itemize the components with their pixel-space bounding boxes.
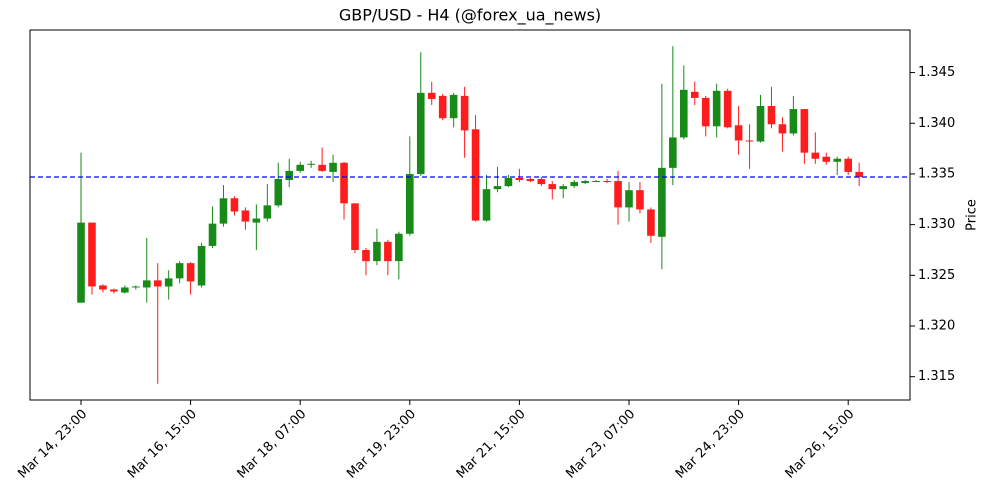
y-tick-label: 1.335	[918, 166, 955, 181]
candle-body	[77, 222, 85, 303]
candle-body	[647, 209, 655, 236]
candle-body	[811, 152, 820, 159]
candle-body	[460, 95, 469, 131]
x-tick-label: Mar 16, 15:00	[125, 407, 200, 482]
candle-body	[110, 289, 118, 292]
candle-body	[362, 249, 370, 262]
candle-body	[734, 125, 743, 141]
candle-body	[855, 171, 863, 177]
candle-body	[351, 203, 359, 250]
candle-body	[384, 241, 392, 262]
candle-body	[833, 158, 842, 162]
candle-body	[756, 106, 765, 142]
x-tick-label: Mar 21, 15:00	[454, 407, 529, 482]
y-tick-label: 1.315	[918, 369, 955, 384]
y-tick-label: 1.320	[918, 319, 955, 334]
candle-body	[132, 286, 140, 288]
x-tick-label: Mar 24, 23:00	[673, 407, 748, 482]
candle-body	[778, 124, 787, 134]
candle-body	[175, 263, 184, 279]
candle-body	[274, 179, 283, 206]
candle-body	[471, 129, 480, 221]
candle-body	[515, 178, 524, 181]
candle-body	[526, 179, 535, 182]
y-axis-label: Price	[965, 199, 980, 231]
y-tick-label: 1.330	[918, 217, 955, 232]
chart-title: GBP/USD - H4 (@forex_ua_news)	[339, 6, 601, 26]
candle-body	[263, 205, 272, 219]
candle-body	[581, 181, 589, 184]
candle-body	[153, 280, 162, 287]
candle-body	[296, 164, 304, 171]
candle-body	[329, 162, 337, 172]
candle-body	[186, 263, 195, 282]
candle-body	[504, 178, 513, 187]
candle-body	[395, 233, 403, 262]
x-tick-label: Mar 14, 23:00	[15, 407, 90, 482]
x-tick-label: Mar 23, 07:00	[563, 407, 638, 482]
candle-body	[164, 278, 173, 287]
candle-body	[373, 241, 381, 262]
candle-body	[614, 181, 622, 208]
x-tick-label: Mar 19, 23:00	[344, 407, 419, 482]
candle-body	[427, 92, 436, 99]
candle-body	[197, 245, 206, 286]
candle-body	[625, 190, 633, 208]
candle-body	[416, 92, 425, 174]
candle-body	[767, 106, 776, 125]
candle-body	[121, 287, 129, 293]
x-tick-label: Mar 18, 07:00	[235, 407, 310, 482]
candle-body	[712, 90, 721, 127]
candle-body	[449, 94, 458, 119]
candle-body	[636, 190, 644, 210]
candle-body	[603, 181, 611, 183]
candle-body	[99, 285, 107, 290]
candle-body	[822, 156, 831, 162]
candle-body	[537, 179, 546, 185]
candle-body	[493, 186, 502, 190]
candle-body	[800, 109, 809, 153]
candle-body	[723, 90, 732, 128]
candle-body	[219, 198, 228, 224]
candle-body	[690, 91, 699, 98]
y-tick-label: 1.345	[918, 65, 955, 80]
candle-body	[745, 140, 754, 142]
candle-body	[482, 189, 491, 221]
candle-body	[208, 223, 217, 246]
candle-body	[285, 170, 294, 181]
y-tick-label: 1.325	[918, 268, 955, 283]
candle-body	[570, 182, 578, 187]
candle-body	[241, 210, 250, 222]
candle-body	[252, 218, 261, 223]
candle-body	[142, 280, 151, 288]
candle-body	[669, 137, 677, 168]
x-tick-label: Mar 26, 15:00	[783, 407, 858, 482]
candle-body	[548, 184, 557, 190]
candle-body	[340, 162, 348, 204]
candle-body	[658, 167, 666, 237]
candle-body	[701, 97, 710, 127]
plot-frame	[29, 29, 911, 401]
candle-body	[318, 164, 326, 171]
candle-body	[559, 186, 568, 190]
candle-body	[438, 95, 447, 119]
candle-body	[844, 158, 852, 172]
candle-body	[680, 89, 688, 138]
candle-body	[88, 222, 96, 287]
candle-body	[406, 173, 414, 234]
candle-body	[789, 109, 798, 134]
y-tick-label: 1.340	[918, 116, 955, 131]
candle-body	[307, 163, 315, 165]
candle-body	[230, 198, 239, 212]
candle-body	[592, 181, 600, 183]
